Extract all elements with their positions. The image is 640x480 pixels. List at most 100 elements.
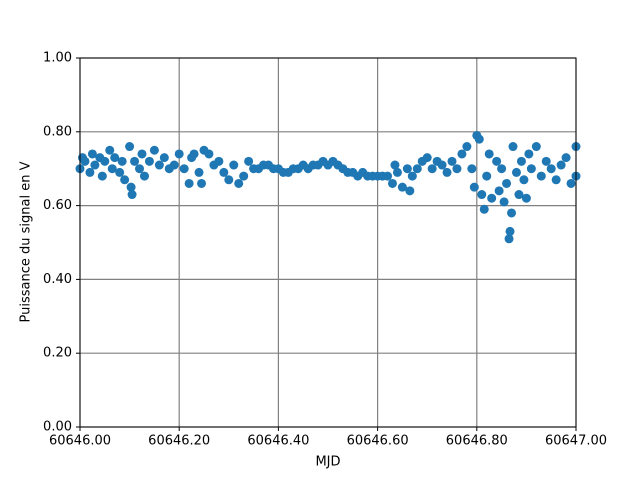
point [502, 178, 512, 188]
x-axis-label: MJD [315, 455, 340, 470]
point [556, 160, 566, 170]
point [566, 178, 576, 188]
point [184, 178, 194, 188]
point [87, 149, 97, 159]
point [492, 156, 502, 166]
point [462, 142, 472, 152]
point [229, 160, 239, 170]
plot-frame [79, 57, 577, 428]
point [194, 167, 204, 177]
point [467, 164, 477, 174]
y-tick-label: 0.20 [43, 346, 72, 361]
point [390, 160, 400, 170]
point [105, 145, 115, 155]
point [531, 142, 541, 152]
x-tick-label: 60646.20 [148, 434, 210, 449]
x-tick-label: 60646.40 [247, 434, 309, 449]
point [125, 142, 135, 152]
point [514, 190, 524, 200]
point [80, 156, 90, 166]
point [244, 156, 254, 166]
point [524, 149, 534, 159]
point [507, 208, 517, 218]
point [127, 190, 137, 200]
point [477, 190, 487, 200]
point [452, 164, 462, 174]
point [130, 156, 140, 166]
point [516, 156, 526, 166]
point [499, 197, 509, 207]
point [97, 171, 107, 181]
point [392, 167, 402, 177]
point [469, 182, 479, 192]
point [219, 167, 229, 177]
point [169, 160, 179, 170]
point [482, 171, 492, 181]
point [526, 164, 536, 174]
point [561, 153, 571, 163]
point [107, 164, 117, 174]
point [511, 167, 521, 177]
x-tick-label: 60646.00 [49, 434, 111, 449]
point [115, 167, 125, 177]
point [412, 164, 422, 174]
point [405, 186, 415, 196]
point [536, 171, 546, 181]
point [224, 175, 234, 185]
point [442, 167, 452, 177]
point [497, 164, 507, 174]
point [189, 149, 199, 159]
point [179, 164, 189, 174]
x-tick-label: 60646.80 [446, 434, 508, 449]
point [159, 153, 169, 163]
point [85, 167, 95, 177]
y-tick-label: 1.00 [43, 51, 72, 66]
point [137, 149, 147, 159]
point [521, 193, 531, 203]
point [487, 193, 497, 203]
point [474, 134, 484, 144]
point [422, 153, 432, 163]
x-tick-label: 60647.00 [545, 434, 607, 449]
point [546, 164, 556, 174]
point [437, 160, 447, 170]
point [239, 171, 249, 181]
point [100, 156, 110, 166]
point [149, 145, 159, 155]
y-tick-label: 0.40 [43, 272, 72, 287]
point [541, 156, 551, 166]
point [494, 186, 504, 196]
point [447, 156, 457, 166]
point [519, 175, 529, 185]
point [126, 182, 136, 192]
point [383, 171, 393, 181]
point [504, 234, 514, 244]
x-tick-label: 60646.60 [347, 434, 409, 449]
point [120, 175, 130, 185]
point [204, 149, 214, 159]
point [508, 142, 518, 152]
point [402, 164, 412, 174]
point [407, 171, 417, 181]
y-tick-label: 0.80 [43, 124, 72, 139]
point [427, 164, 437, 174]
point [484, 149, 494, 159]
point [197, 178, 207, 188]
point [551, 175, 561, 185]
point [154, 160, 164, 170]
point [387, 178, 397, 188]
point [505, 226, 515, 236]
point [110, 153, 120, 163]
point [144, 156, 154, 166]
point [117, 156, 127, 166]
y-axis-label: Puissance du signal en V [19, 161, 34, 322]
point [174, 149, 184, 159]
point [214, 156, 224, 166]
y-tick-label: 0.00 [43, 420, 72, 435]
point [234, 178, 244, 188]
point [457, 149, 467, 159]
point [397, 182, 407, 192]
point [90, 160, 100, 170]
point [135, 164, 145, 174]
